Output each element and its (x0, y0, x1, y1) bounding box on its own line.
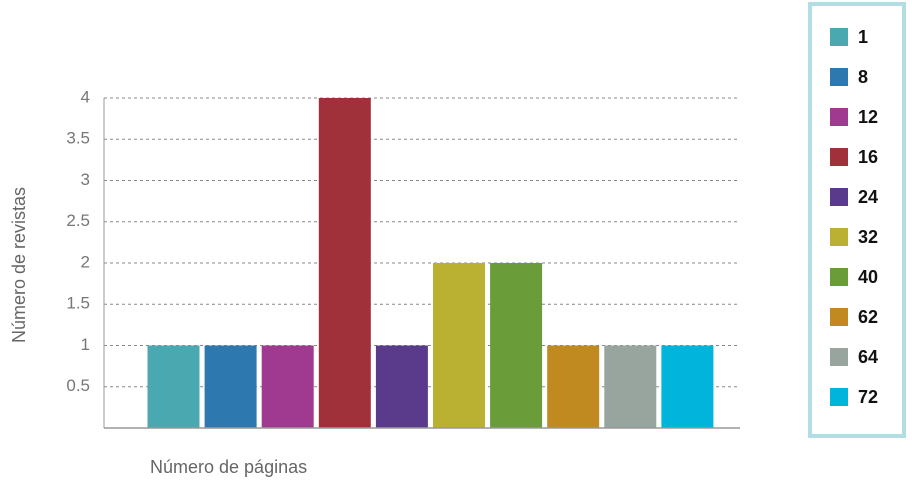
legend-swatch (830, 348, 848, 366)
legend-label: 62 (858, 307, 878, 327)
y-tick-label: 0.5 (66, 376, 90, 395)
bar (375, 345, 428, 428)
y-tick-label: 1 (81, 335, 90, 354)
legend-label: 16 (858, 147, 878, 167)
y-tick-label: 4 (81, 87, 90, 106)
bar (147, 345, 200, 428)
y-tick-label: 3 (81, 170, 90, 189)
legend-swatch (830, 108, 848, 126)
legend-swatch (830, 308, 848, 326)
legend-label: 72 (858, 387, 878, 407)
bar (661, 345, 714, 428)
legend-label: 32 (858, 227, 878, 247)
legend-swatch (830, 228, 848, 246)
bar (433, 263, 485, 428)
legend-swatch (830, 148, 848, 166)
legend-swatch (830, 388, 848, 406)
legend-label: 8 (858, 67, 868, 87)
bar (204, 345, 257, 428)
bar (547, 345, 600, 428)
legend-box (808, 2, 906, 438)
y-tick-label: 2.5 (66, 211, 90, 230)
legend-swatch (830, 68, 848, 86)
legend-swatch (830, 268, 848, 286)
legend-label: 24 (858, 187, 878, 207)
y-tick-label: 2 (81, 252, 90, 271)
bar (604, 345, 657, 428)
y-tick-label: 1.5 (66, 294, 90, 313)
legend-swatch (830, 28, 848, 46)
y-tick-label: 3.5 (66, 129, 90, 148)
bar (318, 98, 371, 428)
y-axis-label: Número de revistas (9, 187, 29, 343)
legend-label: 12 (858, 107, 878, 127)
bar (261, 345, 314, 428)
legend-label: 40 (858, 267, 878, 287)
x-axis-label: Número de páginas (150, 457, 307, 477)
legend-swatch (830, 188, 848, 206)
legend-label: 1 (858, 27, 868, 47)
bar (490, 263, 543, 428)
legend-label: 64 (858, 347, 878, 367)
